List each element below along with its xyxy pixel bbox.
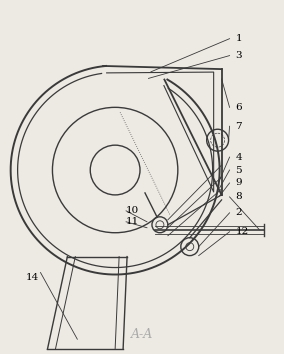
Text: 4: 4 <box>235 153 242 161</box>
Text: 2: 2 <box>235 208 242 217</box>
Text: A-A: A-A <box>131 328 153 341</box>
Text: 7: 7 <box>235 122 242 131</box>
Text: 11: 11 <box>126 217 139 226</box>
Text: 9: 9 <box>235 178 242 188</box>
Text: 14: 14 <box>26 273 39 282</box>
Text: 5: 5 <box>235 166 242 175</box>
Text: 6: 6 <box>235 103 242 112</box>
Text: 10: 10 <box>126 206 139 215</box>
Text: 3: 3 <box>235 51 242 60</box>
Text: 12: 12 <box>235 227 249 236</box>
Text: 1: 1 <box>235 34 242 43</box>
Text: 8: 8 <box>235 193 242 201</box>
